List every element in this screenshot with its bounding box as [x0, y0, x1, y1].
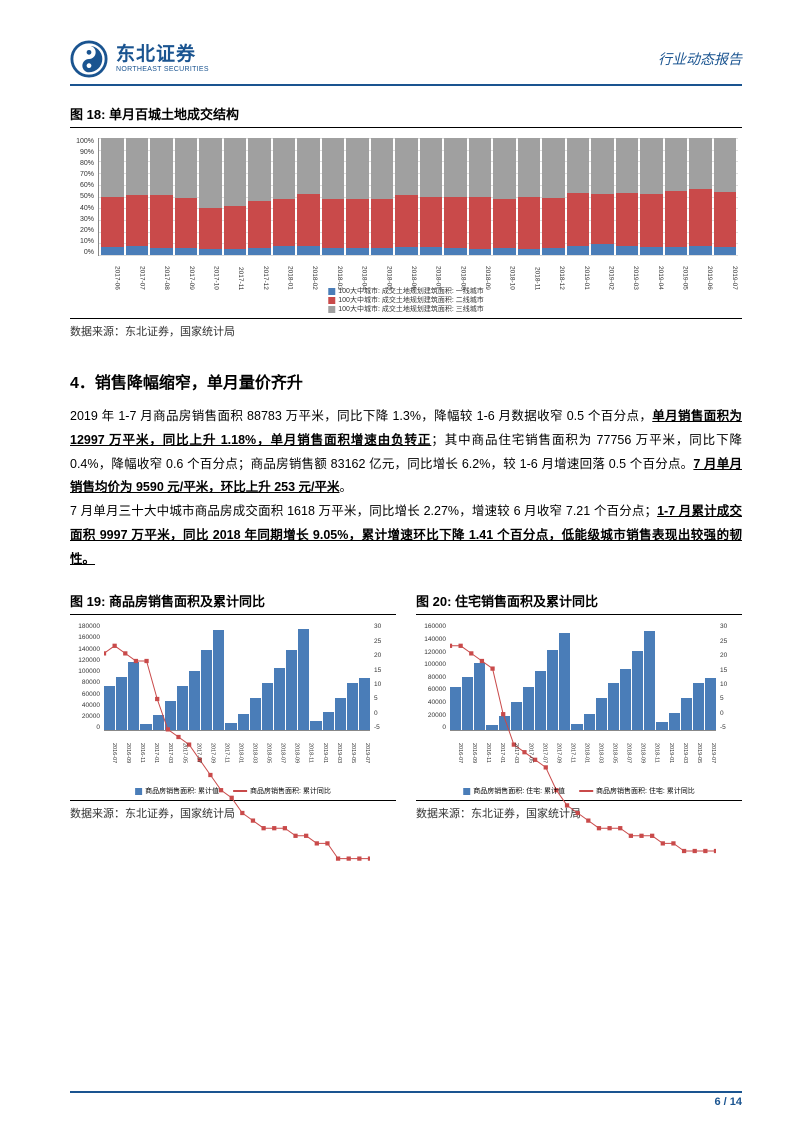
company-logo-icon [70, 40, 108, 78]
report-type: 行业动态报告 [658, 49, 742, 69]
figure-20: 图 20: 住宅销售面积及累计同比 1600001400001200001000… [416, 591, 742, 821]
company-name-cn: 东北证券 [116, 45, 209, 66]
page-header: 东北证券 NORTHEAST SECURITIES 行业动态报告 [70, 40, 742, 86]
figure-20-title: 图 20: 住宅销售面积及累计同比 [416, 591, 742, 615]
figure-19-legend-1: 商品房销售面积: 累计值 [135, 786, 219, 796]
page-footer: 6 / 14 [70, 1091, 742, 1108]
figure-19-legend-2: 商品房销售面积: 累计同比 [233, 786, 331, 796]
section-4-title: 4．销售降幅缩窄，单月量价齐升 [70, 369, 742, 393]
figure-18-source: 数据来源：东北证券，国家统计局 [70, 318, 742, 339]
figure-19-source: 数据来源：东北证券，国家统计局 [70, 800, 396, 821]
figure-18-chart: 100%90%80%70%60%50%40%30%20%10%0% 2017-0… [70, 134, 742, 314]
company-name-en: NORTHEAST SECURITIES [116, 66, 209, 74]
figure-20-legend-2: 商品房销售面积: 住宅: 累计同比 [579, 786, 695, 796]
figure-20-source: 数据来源：东北证券，国家统计局 [416, 800, 742, 821]
figure-19: 图 19: 商品房销售面积及累计同比 180000160000140000120… [70, 591, 396, 821]
page-number: 6 / 14 [714, 1096, 742, 1108]
figure-20-chart: 1600001400001200001000008000060000400002… [416, 621, 742, 796]
figure-19-title: 图 19: 商品房销售面积及累计同比 [70, 591, 396, 615]
figure-19-chart: 1800001600001400001200001000008000060000… [70, 621, 396, 796]
section-4-body: 2019 年 1-7 月商品房销售面积 88783 万平米，同比下降 1.3%，… [70, 405, 742, 571]
figure-18-title: 图 18: 单月百城土地成交结构 [70, 104, 742, 128]
figure-18: 图 18: 单月百城土地成交结构 100%90%80%70%60%50%40%3… [70, 104, 742, 339]
logo-block: 东北证券 NORTHEAST SECURITIES [70, 40, 209, 78]
figure-20-legend-1: 商品房销售面积: 住宅: 累计值 [463, 786, 565, 796]
